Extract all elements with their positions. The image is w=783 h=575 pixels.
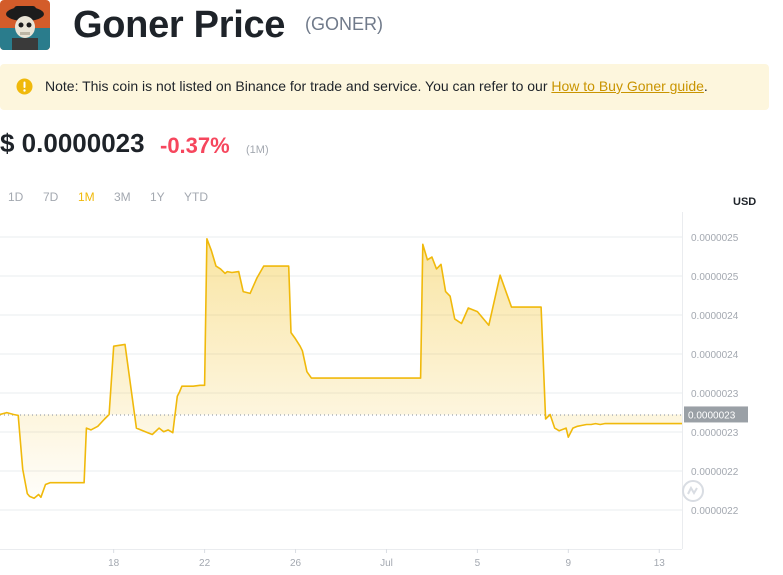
x-tick-label: 5 [475,558,481,569]
change-period: (1M) [246,144,269,156]
x-axis: 18 22 26 Jul 5 9 13 [108,549,665,569]
range-1m[interactable]: 1M [78,190,95,204]
x-tick-label: Jul [380,558,393,569]
range-ytd[interactable]: YTD [184,190,208,204]
price-line [0,238,682,499]
x-tick-label: 18 [108,558,120,569]
y-tick-label: 0.0000025 [691,272,739,283]
how-to-buy-link[interactable]: How to Buy Goner guide [551,78,704,94]
y-axis: 0.0000025 0.0000025 0.0000024 0.0000024 0.00… [691,233,739,517]
y-tick-label: 0.0000023 [691,389,739,400]
y-tick-label: 0.0000025 [691,233,739,244]
header: Goner Price (GONER) [0,0,783,52]
watermark-icon [682,480,704,502]
current-price-tag-label: 0.0000023 [688,410,736,421]
notice-suffix: . [703,78,708,94]
y-tick-label: 0.0000024 [691,350,739,361]
y-tick-label: 0.0000023 [691,428,739,439]
range-3m[interactable]: 3M [114,190,131,204]
notice-message: Note: This coin is not listed on Binance… [45,78,552,94]
y-tick-label: 0.0000022 [691,467,739,478]
exclamation-icon [16,78,33,95]
coin-avatar [0,0,50,50]
notice-banner: Note: This coin is not listed on Binance… [0,64,769,110]
range-1y[interactable]: 1Y [150,190,165,204]
x-tick-label: 13 [654,558,666,569]
x-tick-label: 26 [290,558,302,569]
y-tick-label: 0.0000024 [691,311,739,322]
price-chart: 0.0000025 0.0000025 0.0000024 0.0000024 0.00… [0,212,748,569]
range-7d[interactable]: 7D [43,190,59,204]
range-1d[interactable]: 1D [8,190,24,204]
price-area [0,238,682,499]
current-price-tag-bg [684,406,748,423]
currency-label: USD [733,196,757,208]
coin-ticker: (GONER) [305,14,383,34]
current-price-tag: 0.0000023 [684,406,748,423]
current-price: $ 0.0000023 [0,128,145,158]
x-tick-label: 22 [199,558,211,569]
price-change: -0.37% [160,133,230,158]
page-title: Goner Price [73,4,286,46]
notice-text: Note: This coin is not listed on Binance… [45,78,708,94]
x-tick-label: 9 [566,558,572,569]
y-tick-label: 0.0000022 [691,506,739,517]
